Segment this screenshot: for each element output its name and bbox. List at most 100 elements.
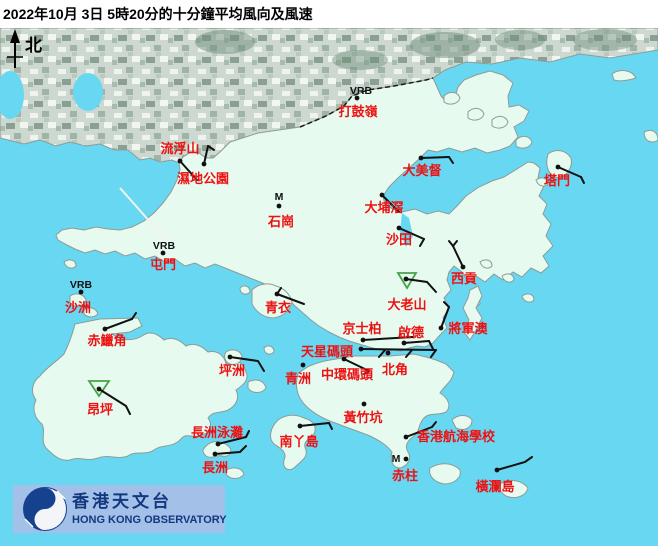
wind-barb <box>452 245 464 268</box>
station-label: 西貢 <box>451 271 477 286</box>
land-new-territories <box>55 70 554 352</box>
map-title: 2022年10月 3日 5時20分的十分鐘平均風向及風速 <box>3 6 313 22</box>
station-tates-cairn: 大老山 <box>387 272 437 312</box>
station-label: 塔門 <box>544 173 570 188</box>
station-ngong-ping: 昂坪 <box>87 380 131 417</box>
station-lau-fau-shan: 流浮山 <box>160 141 200 181</box>
station-dot <box>177 158 183 164</box>
wind-barb <box>179 160 198 181</box>
wind-barb <box>448 240 454 247</box>
station-label: 青衣 <box>265 300 291 315</box>
station-sai-kung: 西貢 <box>448 240 477 286</box>
station-ta-kwu-ling: VRB 打鼓嶺 <box>338 85 377 119</box>
station-tap-mun: 塔門 <box>544 164 585 188</box>
wind-barb <box>430 349 437 358</box>
wind-barb <box>378 349 386 358</box>
station-label: 橫瀾島 <box>475 479 514 494</box>
wind-barb <box>360 348 437 351</box>
station-tai-mei-tuk: 大美督 <box>402 155 454 178</box>
station-dot <box>227 354 233 360</box>
wind-barb <box>580 176 585 184</box>
station-dot <box>360 337 366 343</box>
station-label: 坪洲 <box>219 363 245 378</box>
north-label: 北 <box>25 36 42 55</box>
hill-shade <box>410 32 480 58</box>
wind-barb <box>496 456 533 471</box>
calm-triangle-icon <box>87 380 111 398</box>
wind-barb <box>276 293 305 305</box>
station-dot <box>396 225 402 231</box>
station-label: 大埔滘 <box>364 200 403 215</box>
station-label: 南丫島 <box>279 434 318 449</box>
wind-barb <box>343 358 370 372</box>
station-chek-lap-kok: 赤鱲角 <box>87 312 137 348</box>
deep-bay-bridge <box>119 187 167 241</box>
logo-english: HONG KONG OBSERVATORY <box>72 514 227 526</box>
station-label: 大美督 <box>402 163 441 178</box>
coast-inlet <box>0 71 24 119</box>
station-label: 長洲泳灘 <box>191 425 243 440</box>
hill-shade <box>195 30 255 54</box>
marker-M: M <box>392 453 401 465</box>
wind-barb <box>431 421 437 428</box>
station-star-ferry: 天星碼頭 <box>301 344 437 359</box>
station-dot <box>300 362 306 368</box>
station-dot <box>297 423 303 429</box>
station-lamma-island: 南丫島 <box>279 422 333 449</box>
title-strip <box>0 0 658 28</box>
station-dot <box>78 289 84 295</box>
station-kai-tak: 啟德 <box>398 325 434 350</box>
wind-barb <box>362 336 414 341</box>
station-dot <box>201 161 207 167</box>
station-label: 昂坪 <box>87 402 113 417</box>
land-lantau-island <box>32 317 248 461</box>
wind-barb <box>448 156 454 164</box>
wind-barb <box>403 340 430 344</box>
station-green-island: 青洲 <box>285 362 311 386</box>
boundary-fence-line <box>299 77 434 128</box>
station-dot <box>438 325 444 331</box>
hill-shade <box>495 30 545 50</box>
station-label: 赤柱 <box>392 468 418 483</box>
station-shek-kong: M 石崗 <box>267 191 294 229</box>
station-label: 中環碼頭 <box>321 367 374 382</box>
station-label: 打鼓嶺 <box>338 104 377 119</box>
station-label: 啟德 <box>398 325 424 340</box>
station-waglan-island: 橫瀾島 <box>475 456 533 494</box>
station-label: 大老山 <box>387 297 426 312</box>
station-dot <box>555 164 561 170</box>
marker-VRB: VRB <box>153 240 176 252</box>
wind-barb <box>440 306 450 329</box>
north-arrow-icon <box>7 29 23 68</box>
station-dot <box>403 434 409 440</box>
station-north-point: 北角 <box>382 350 408 377</box>
hill-shade <box>573 29 637 51</box>
station-stanley: M 赤柱 <box>392 453 418 483</box>
station-dot <box>494 467 500 473</box>
shatin-inlet <box>400 213 413 247</box>
station-kings-park: 京士柏 <box>342 321 414 343</box>
station-sea-school: 香港航海學校 <box>403 421 496 444</box>
station-label: 北角 <box>382 362 408 377</box>
land-lamma-island <box>270 414 316 471</box>
wind-barb <box>328 422 333 430</box>
emblem-streak <box>24 518 34 528</box>
station-dot <box>358 346 364 352</box>
wind-barb <box>405 278 437 293</box>
marker-VRB: VRB <box>70 279 93 291</box>
station-label: 流浮山 <box>160 141 199 156</box>
station-label: 黃竹坑 <box>342 410 382 425</box>
wind-barb <box>203 145 209 165</box>
station-dot <box>354 95 360 101</box>
wind-barb <box>363 370 370 375</box>
station-label: 濕地公園 <box>177 171 229 186</box>
station-dot <box>341 356 347 362</box>
station-dot <box>403 276 409 282</box>
hko-logo[interactable]: 香港天文台 HONG KONG OBSERVATORY <box>13 485 227 533</box>
station-dot <box>215 441 221 447</box>
hill-shade <box>332 50 388 70</box>
wind-barb <box>207 145 215 151</box>
